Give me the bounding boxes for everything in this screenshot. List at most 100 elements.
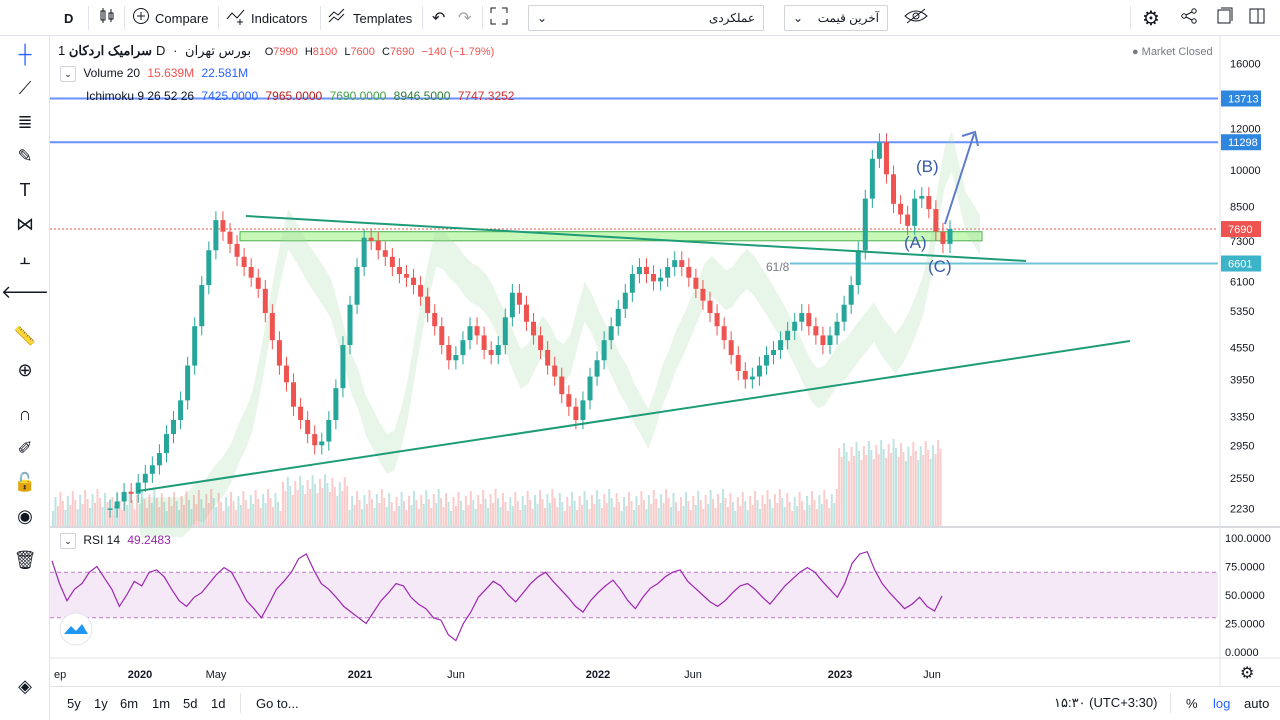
volume-bar	[605, 503, 608, 526]
fib-tool[interactable]: ≣	[0, 108, 50, 136]
y-tick-label: 4550	[1230, 342, 1254, 354]
range-1d[interactable]: 1d	[211, 687, 225, 719]
volume-bar	[899, 443, 902, 526]
compare-button[interactable]: Compare	[132, 0, 208, 36]
candle-body	[756, 365, 762, 377]
prediction-tool[interactable]: ⫠	[0, 244, 50, 272]
chart-area[interactable]: 16000 12000 10000 8500 7300 6100 5350 4550 3950 3…	[50, 36, 1280, 691]
publish-button[interactable]	[1248, 0, 1271, 36]
price-label-bg	[1221, 221, 1261, 238]
candle-body	[163, 434, 169, 454]
chart-canvas[interactable]: 16000 12000 10000 8500 7300 6100 5350 4550 3950 3…	[50, 36, 1280, 686]
percent-toggle[interactable]: %	[1186, 687, 1198, 719]
range-5y[interactable]: 5y	[67, 687, 81, 719]
volume-bar	[712, 499, 715, 526]
lock-drawing-tool[interactable]: ✐	[0, 434, 50, 462]
range-6m[interactable]: 6m	[120, 687, 138, 719]
price-label: 11298	[1228, 137, 1258, 149]
change-value: −140 (−1.79%)	[421, 46, 495, 58]
candle-body	[199, 285, 205, 327]
volume-bar	[477, 495, 480, 526]
volume-bar	[689, 510, 692, 526]
volume-bar	[707, 504, 710, 526]
timezone-button[interactable]: ۱۵:۳۰ (UTC+3:30)	[1054, 687, 1157, 719]
volume-bar	[331, 478, 334, 526]
volume-bar	[499, 507, 502, 526]
visibility-tool[interactable]: ◉	[0, 502, 50, 530]
volume-bar	[566, 497, 569, 526]
fib-label: 61/8	[766, 260, 790, 274]
undo-button[interactable]: ↶	[432, 0, 450, 36]
volume-bar	[64, 510, 67, 526]
price-label: 13713	[1228, 93, 1259, 105]
collapse-legend-button[interactable]: ⌄	[60, 66, 76, 82]
rsi-tick-label: 50.0000	[1225, 590, 1265, 602]
volume-bar	[259, 508, 262, 526]
zoom-tool[interactable]: ⊕	[0, 356, 50, 384]
volume-bar	[615, 493, 618, 526]
volume-bar	[316, 493, 319, 526]
templates-button[interactable]: Templates	[328, 0, 412, 36]
delete-tool[interactable]: 🗑	[0, 546, 50, 574]
volume-bar	[813, 500, 816, 526]
volume-bar	[561, 502, 564, 526]
price-label-bg	[1221, 255, 1261, 272]
volume-bar	[556, 507, 559, 526]
fullscreen-button[interactable]	[490, 0, 513, 36]
snapshot-button[interactable]	[1216, 0, 1239, 36]
goto-button[interactable]: Go to...	[256, 687, 299, 719]
candle-body	[396, 266, 402, 275]
volume-bar	[553, 498, 556, 526]
pattern-tool[interactable]: ⋈	[0, 210, 50, 238]
bottom-divider	[1170, 693, 1171, 713]
candle-body	[566, 394, 572, 407]
trendline-tool[interactable]: ⟋	[0, 74, 50, 102]
volume-bar	[145, 508, 148, 526]
range-5d[interactable]: 5d	[183, 687, 197, 719]
crosshair-tool[interactable]: ┼	[0, 40, 50, 68]
volume-bar	[662, 503, 665, 526]
x-tick-label: Jun	[684, 669, 702, 681]
volume-bar	[492, 503, 495, 526]
lock-tool[interactable]: 🔓	[0, 468, 50, 496]
candle-body	[531, 321, 537, 336]
range-1y[interactable]: 1y	[94, 687, 108, 719]
brush-tool[interactable]: ✎	[0, 142, 50, 170]
candle-body	[693, 277, 699, 289]
h-value: 8100	[312, 46, 338, 58]
volume-bar	[180, 496, 183, 526]
volume-bar	[408, 496, 410, 526]
volume-bar	[155, 498, 158, 526]
share-button[interactable]	[1180, 0, 1203, 36]
back-tool[interactable]: 🡐	[0, 278, 50, 306]
collapse-rsi-button[interactable]: ⌄	[60, 533, 76, 549]
volume-bar	[98, 498, 101, 526]
gear-icon: ⚙	[1142, 7, 1160, 30]
text-tool[interactable]: T	[0, 176, 50, 204]
candle-body	[538, 335, 544, 350]
volume-bar	[675, 502, 677, 526]
redo-button[interactable]: ↷	[458, 0, 476, 36]
range-1m[interactable]: 1m	[152, 687, 170, 719]
log-toggle[interactable]: log	[1213, 687, 1230, 719]
price-dropdown[interactable]: ⌄ آخرین قیمت	[784, 5, 888, 31]
settings-button[interactable]: ⚙	[1142, 0, 1165, 36]
volume-bar	[286, 477, 289, 526]
magnet-tool[interactable]: ∩	[0, 400, 50, 428]
y-tick-label: 2230	[1230, 503, 1254, 515]
indicators-button[interactable]: Indicators	[226, 0, 307, 36]
volume-bar	[252, 504, 255, 526]
volume-bar	[163, 502, 166, 526]
magnet-icon: ∩	[18, 403, 32, 424]
candle-style-button[interactable]	[98, 0, 121, 36]
volume-bar	[761, 495, 764, 526]
measure-tool[interactable]: 📏	[0, 322, 50, 350]
layers-icon: ◈	[18, 675, 32, 696]
auto-toggle[interactable]: auto	[1244, 687, 1269, 719]
interval-button[interactable]: D	[64, 0, 73, 36]
performance-dropdown[interactable]: ⌄ عملکردی	[528, 5, 764, 31]
volume-bar	[227, 506, 230, 526]
volume-bar	[187, 500, 190, 526]
hide-button[interactable]	[904, 0, 933, 36]
object-tree-tool[interactable]: ◈	[0, 672, 50, 700]
